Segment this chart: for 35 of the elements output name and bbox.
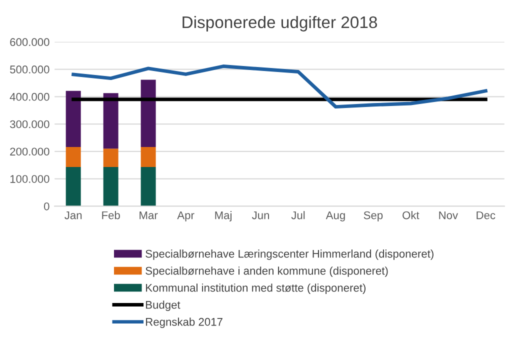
y-tick-label: 100.000 <box>10 175 50 183</box>
legend-label: Specialbørnehave i anden kommune (disponeret) <box>146 266 388 277</box>
x-tick-label: Maj <box>215 211 232 222</box>
x-tick-label: Mar <box>140 211 158 220</box>
x-tick-label: Jan <box>64 211 82 220</box>
y-tick-label: 300.000 <box>10 120 50 128</box>
x-tick-label: Nov <box>439 211 458 220</box>
bar <box>66 90 81 148</box>
bar <box>140 80 156 148</box>
y-tick-label: 600.000 <box>10 38 50 46</box>
bar <box>66 147 81 168</box>
bar <box>103 93 118 149</box>
x-tick-label: Jul <box>291 211 305 220</box>
x-tick-label: Okt <box>402 211 420 220</box>
legend-label: Specialbørnehave Læringscenter Himmerland (disponeret) <box>146 250 434 260</box>
x-tick-label: Dec <box>476 211 496 220</box>
legend-label: Regnskab 2017 <box>146 318 222 328</box>
bar <box>140 147 156 168</box>
bar <box>140 167 156 206</box>
legend-label: Budget <box>146 300 180 311</box>
y-tick-label: 500.000 <box>10 66 50 74</box>
legend-label: Kommunal institution med støtte (disponeret) <box>146 284 366 294</box>
x-tick-label: Jun <box>252 211 269 220</box>
x-tick-label: Sep <box>364 211 383 222</box>
y-tick-label: 0 <box>44 202 50 210</box>
x-tick-label: Aug <box>326 211 345 222</box>
y-tick-label: 200.000 <box>10 148 50 156</box>
chart-title: Disponerede udgifter 2018 <box>182 16 377 32</box>
y-tick-label: 400.000 <box>10 92 50 101</box>
bar <box>103 148 118 168</box>
x-tick-label: Feb <box>102 211 120 220</box>
x-tick-label: Apr <box>177 211 194 222</box>
bar <box>103 167 118 206</box>
bar <box>66 167 81 206</box>
line-series <box>72 64 488 109</box>
